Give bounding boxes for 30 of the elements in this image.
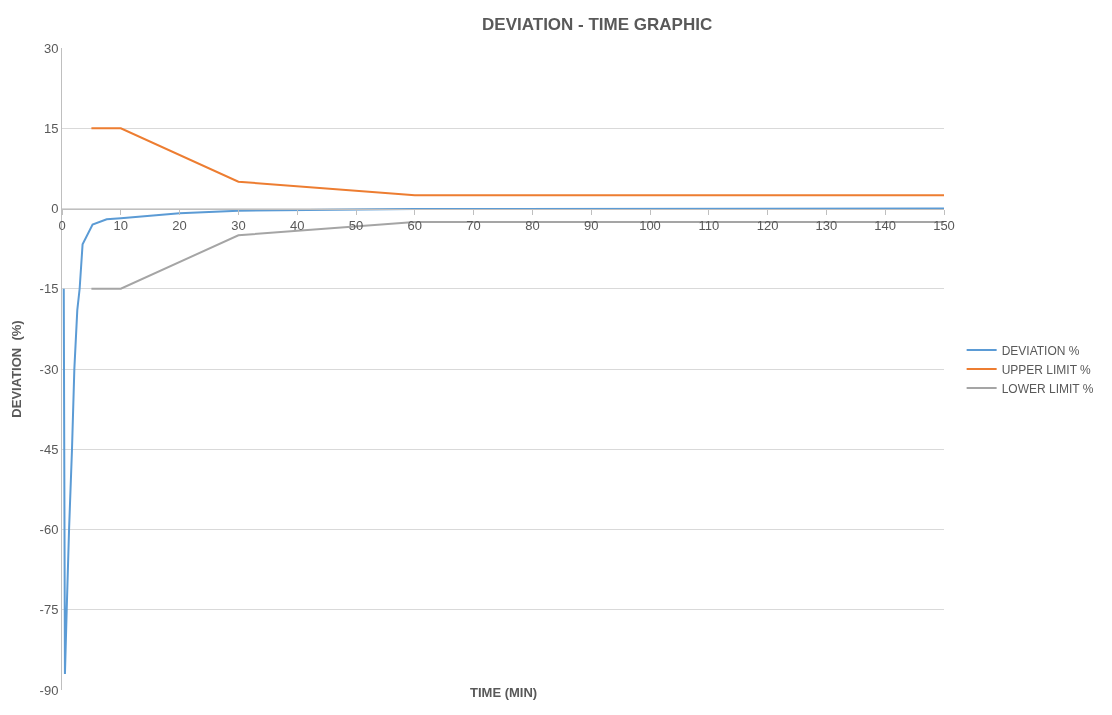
legend-label: LOWER LIMIT % <box>1001 381 1094 396</box>
x-tick-label: 10 <box>113 218 129 234</box>
y-tick-label: -45 <box>39 441 59 457</box>
x-tick-label: 80 <box>525 218 540 234</box>
y-tick-label: -60 <box>39 522 59 538</box>
x-tick-label: 50 <box>348 218 364 234</box>
y-tick-label: 15 <box>43 120 59 136</box>
y-tick-label: -90 <box>39 682 59 698</box>
x-tick-label: 150 <box>933 218 955 234</box>
y-tick-label: -15 <box>39 281 59 297</box>
x-tick-label: 140 <box>874 218 897 234</box>
x-tick-label: 60 <box>407 218 423 234</box>
y-axis-title: DEVIATION (%) <box>8 320 24 418</box>
x-tick-label: 120 <box>756 218 779 234</box>
x-tick-label: 30 <box>231 218 246 234</box>
x-tick-label: 20 <box>172 218 187 234</box>
x-tick-label: 90 <box>583 218 599 234</box>
x-tick-label: 100 <box>639 218 661 234</box>
legend-label: UPPER LIMIT % <box>1001 362 1092 377</box>
y-tick-label: -75 <box>39 602 59 618</box>
y-tick-label: -30 <box>39 361 59 377</box>
y-tick-label: 0 <box>51 201 59 217</box>
x-tick-label: 70 <box>466 218 481 234</box>
chart-title: DEVIATION - TIME GRAPHIC <box>482 14 713 34</box>
x-axis-title: TIME (MIN) <box>470 685 538 700</box>
y-tick-label: 30 <box>43 40 59 56</box>
x-tick-label: 110 <box>698 218 720 234</box>
x-tick-label: 130 <box>815 218 838 234</box>
x-tick-label: 40 <box>289 218 305 234</box>
legend-label: DEVIATION % <box>1001 343 1080 358</box>
